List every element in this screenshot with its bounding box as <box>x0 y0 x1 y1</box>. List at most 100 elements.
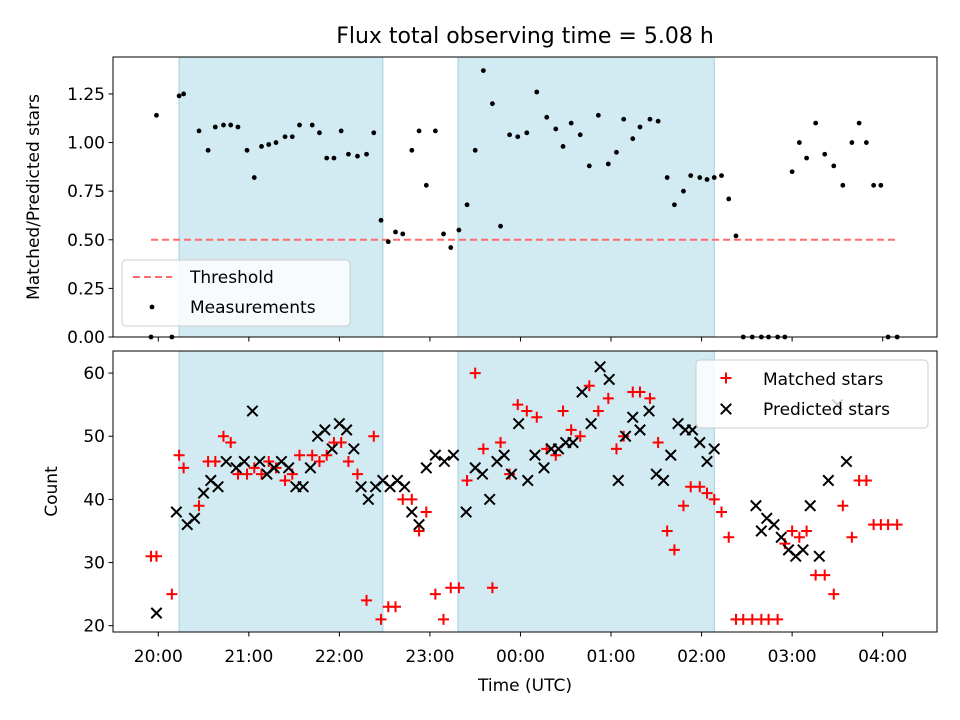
matched-point <box>361 594 373 606</box>
matched-point <box>846 531 858 543</box>
matched-point <box>342 456 354 468</box>
measurement-point <box>371 130 377 136</box>
measurement-point <box>822 151 828 157</box>
matched-point <box>793 531 805 543</box>
matched-point <box>531 411 543 423</box>
predicted-point <box>538 461 550 474</box>
legend-bottom: Matched stars Predicted stars <box>695 359 929 429</box>
legend-predicted-label: Predicted stars <box>763 400 890 420</box>
measurement-point <box>176 93 182 99</box>
measurement-point <box>849 140 855 145</box>
predicted-point <box>483 493 496 506</box>
predicted-point <box>347 442 360 455</box>
legend-threshold-label: Threshold <box>189 268 274 288</box>
measurement-point <box>515 134 521 140</box>
predicted-point <box>686 424 699 436</box>
matched-point <box>461 474 473 486</box>
x-tick-label: 21:00 <box>224 647 273 667</box>
predicted-point <box>512 417 525 430</box>
measurement-point <box>647 116 653 122</box>
measurement-point <box>212 124 218 130</box>
measurement-point <box>355 153 360 159</box>
legend-matched-label: Matched stars <box>763 370 883 390</box>
measurement-point <box>534 89 540 95</box>
predicted-point <box>212 480 224 493</box>
predicted-point <box>797 544 809 556</box>
matched-point <box>294 449 306 461</box>
matched-point <box>390 601 402 613</box>
matched-point <box>668 544 680 556</box>
matched-point <box>429 588 441 600</box>
measurement-point <box>331 155 337 161</box>
predicted-point <box>664 449 677 462</box>
predicted-point <box>304 461 317 474</box>
x-tick-label: 20:00 <box>134 647 183 667</box>
predicted-point <box>413 518 425 531</box>
y-tick-label: 1.25 <box>67 85 105 105</box>
measurement-point <box>181 91 187 97</box>
matched-point <box>486 582 498 594</box>
predicted-point <box>170 506 183 518</box>
shaded-observing-span <box>179 351 383 632</box>
measurement-point <box>621 116 627 122</box>
matched-point <box>150 550 162 562</box>
predicted-point <box>749 499 762 512</box>
measurement-point <box>630 136 636 142</box>
predicted-point <box>603 373 616 386</box>
matched-point <box>453 582 465 594</box>
matched-point <box>263 456 275 468</box>
matched-point <box>420 506 432 518</box>
predicted-point <box>626 411 639 424</box>
predicted-point <box>708 442 721 455</box>
chart-title: Flux total observing time = 5.08 h <box>336 24 714 49</box>
matched-point <box>860 474 872 486</box>
measurement-point <box>840 182 846 188</box>
matched-point <box>351 468 363 480</box>
measurement-point <box>378 217 384 223</box>
measurement-point <box>726 196 732 202</box>
measurement-point <box>789 169 795 175</box>
predicted-point <box>318 424 331 436</box>
matched-point <box>715 506 727 518</box>
matched-point <box>368 430 380 442</box>
top-panel-ratio: 0.00 0.25 0.50 0.75 1.00 1.25 Matched/Predicte… <box>24 56 938 348</box>
matched-point <box>438 613 450 625</box>
measurement-point <box>456 227 462 233</box>
x-tick-label: 22:00 <box>315 647 364 667</box>
matched-point <box>306 449 318 461</box>
matched-point <box>512 399 524 411</box>
measurement-point <box>878 182 884 188</box>
matched-point <box>652 437 664 449</box>
legend-top: Threshold Measurements <box>121 259 351 327</box>
y-tick-label: 40 <box>83 490 105 510</box>
matched-point <box>701 487 713 499</box>
matched-point <box>279 474 291 486</box>
measurement-point <box>480 68 486 74</box>
predicted-point <box>398 480 411 493</box>
matched-point <box>241 468 253 480</box>
y-tick-label: 20 <box>83 617 105 637</box>
matched-point <box>819 569 831 581</box>
measurement-point <box>544 114 550 120</box>
predicted-point <box>188 512 201 525</box>
measurement-point <box>681 188 686 194</box>
legend-matched-swatch <box>720 372 732 384</box>
matched-point <box>828 588 840 600</box>
y-axis-label: Count <box>42 466 62 517</box>
measurement-point <box>733 233 739 239</box>
measurement-point <box>324 155 330 161</box>
measurement-point <box>338 128 344 134</box>
measurement-point <box>871 182 877 188</box>
predicted-point <box>693 436 706 449</box>
measurement-point <box>719 173 724 179</box>
measurement-point <box>524 130 530 136</box>
predicted-point <box>362 493 375 506</box>
predicted-point <box>420 461 433 474</box>
predicted-point <box>297 480 310 493</box>
predicted-point <box>775 531 788 544</box>
matched-point <box>634 386 646 398</box>
measurement-point <box>856 120 862 126</box>
matched-point <box>786 525 798 537</box>
predicted-point <box>768 518 780 531</box>
